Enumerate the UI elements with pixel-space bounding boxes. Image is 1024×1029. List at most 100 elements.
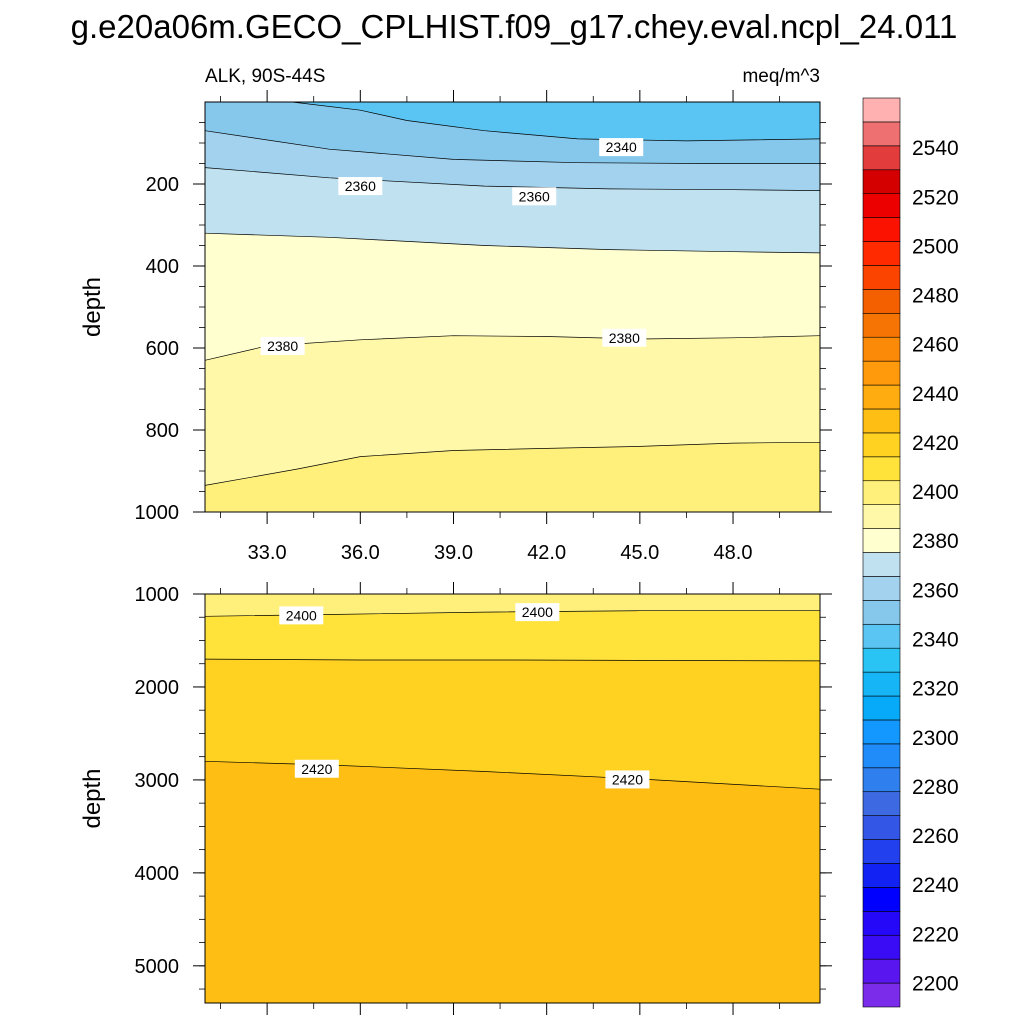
colorbar-box bbox=[862, 576, 901, 601]
x-tick-label: 48.0 bbox=[714, 542, 753, 564]
colorbar-box bbox=[862, 121, 901, 147]
contour-fill-2420 bbox=[205, 761, 820, 1003]
colorbar-box bbox=[862, 312, 901, 338]
colorbar-label: 2540 bbox=[912, 137, 959, 160]
y-tick-label: 4000 bbox=[135, 863, 180, 885]
y-axis-label: depth bbox=[79, 768, 106, 828]
contour-label: 2420 bbox=[612, 771, 643, 787]
colorbar-box bbox=[862, 839, 901, 864]
contour-line-2420 bbox=[204, 760, 821, 790]
colorbar-label: 2260 bbox=[912, 825, 959, 848]
chart-title: g.e20a06m.GECO_CPLHIST.f09_g17.chey.eval… bbox=[71, 8, 958, 45]
contour-label: 2400 bbox=[286, 607, 317, 623]
colorbar-box bbox=[862, 934, 901, 960]
x-tick-label: 36.0 bbox=[341, 542, 380, 564]
colorbar-box bbox=[862, 815, 901, 840]
contour-label-bg bbox=[599, 138, 644, 157]
plots-group: 2340 2360 2360 2380 2380 200 400 600 800 1000 33.0… bbox=[79, 90, 832, 1015]
colorbar-box bbox=[862, 169, 901, 194]
colorbar-box bbox=[862, 600, 901, 625]
contour-fill-2390 bbox=[205, 442, 820, 512]
colorbar: 2200 2220 2240 2260 2280 2300 2320 2340 2360 2380… bbox=[862, 97, 959, 1008]
units-label: meq/m^3 bbox=[742, 66, 820, 87]
colorbar-label: 2500 bbox=[912, 235, 959, 258]
colorbar-box bbox=[862, 695, 901, 721]
colorbar-label: 2420 bbox=[912, 432, 959, 455]
y-tick-label: 2000 bbox=[135, 677, 180, 699]
colorbar-box bbox=[862, 887, 901, 912]
colorbar-box bbox=[862, 408, 901, 434]
panel-upper: 2340 2360 2360 2380 2380 200 400 600 800 1000 33.0… bbox=[79, 90, 832, 564]
colorbar-box bbox=[862, 289, 901, 314]
variable-label: ALK, 90S-44S bbox=[205, 66, 325, 87]
contour-label: 2360 bbox=[345, 178, 376, 194]
panel-lower: 2400 2400 2420 2420 1000 2000 3000 4000 5000 dept… bbox=[79, 582, 832, 1015]
colorbar-box bbox=[862, 528, 901, 553]
contour-line-2340 bbox=[291, 101, 821, 142]
y-tick-label: 5000 bbox=[135, 956, 180, 978]
colorbar-label: 2520 bbox=[912, 186, 959, 209]
contour-label: 2420 bbox=[301, 761, 332, 777]
colorbar-label: 2220 bbox=[912, 923, 959, 946]
contour-label-bg bbox=[279, 606, 324, 625]
colorbar-box bbox=[862, 958, 901, 984]
contour-line-2390 bbox=[204, 441, 821, 486]
colorbar-label: 2360 bbox=[912, 579, 959, 602]
colorbar-label: 2320 bbox=[912, 678, 959, 701]
colorbar-label: 2460 bbox=[912, 334, 959, 357]
x-tick-label: 42.0 bbox=[527, 542, 566, 564]
colorbar-box bbox=[862, 145, 901, 171]
colorbar-label: 2340 bbox=[912, 628, 959, 651]
colorbar-box bbox=[862, 336, 901, 362]
contour-line-2350 bbox=[204, 130, 820, 164]
y-axis-label: depth bbox=[79, 277, 106, 337]
colorbar-box bbox=[862, 767, 901, 793]
colorbar-box bbox=[862, 217, 901, 242]
colorbar-box bbox=[862, 623, 901, 649]
contour-label-bg bbox=[338, 177, 383, 196]
contour-label-bg bbox=[294, 759, 339, 778]
colorbar-label: 2480 bbox=[912, 285, 959, 308]
colorbar-box bbox=[862, 671, 901, 697]
colorbar-box bbox=[862, 911, 901, 936]
contour-line-2410 bbox=[204, 658, 821, 662]
colorbar-label: 2380 bbox=[912, 530, 959, 553]
colorbar-box bbox=[862, 791, 901, 816]
contour-label: 2340 bbox=[606, 139, 637, 155]
colorbar-box bbox=[862, 241, 901, 266]
colorbar-box bbox=[862, 719, 901, 745]
x-tick-label: 45.0 bbox=[620, 542, 659, 564]
contour-line-2370 bbox=[204, 232, 821, 254]
contour-label-bg bbox=[515, 603, 560, 622]
x-tick-label: 39.0 bbox=[434, 542, 473, 564]
contour-label-bg bbox=[512, 187, 557, 206]
y-tick-label: 800 bbox=[146, 420, 179, 442]
colorbar-box bbox=[862, 432, 901, 458]
colorbar-box bbox=[862, 193, 901, 218]
colorbar-label: 2240 bbox=[912, 874, 959, 897]
colorbar-box bbox=[862, 360, 901, 386]
colorbar-box bbox=[862, 863, 901, 888]
colorbar-box bbox=[862, 480, 901, 505]
y-tick-label: 1000 bbox=[135, 584, 180, 606]
colorbar-box bbox=[862, 265, 901, 290]
colorbar-box bbox=[862, 647, 901, 673]
colorbar-box bbox=[862, 456, 901, 482]
y-tick-label: 400 bbox=[146, 256, 179, 278]
x-tick-label: 33.0 bbox=[248, 542, 287, 564]
y-tick-label: 200 bbox=[146, 174, 179, 196]
panel-frame bbox=[204, 593, 821, 1004]
colorbar-box bbox=[862, 504, 901, 529]
colorbar-box bbox=[862, 743, 901, 769]
contour-label-bg bbox=[602, 328, 647, 347]
colorbar-label: 2280 bbox=[912, 776, 959, 799]
colorbar-box bbox=[862, 384, 901, 410]
contour-label: 2380 bbox=[267, 338, 298, 354]
colorbar-label: 2300 bbox=[912, 727, 959, 750]
colorbar-box bbox=[862, 982, 901, 1008]
contour-label: 2400 bbox=[522, 604, 553, 620]
contour-label-bg bbox=[605, 770, 650, 789]
colorbar-label: 2200 bbox=[912, 972, 959, 995]
